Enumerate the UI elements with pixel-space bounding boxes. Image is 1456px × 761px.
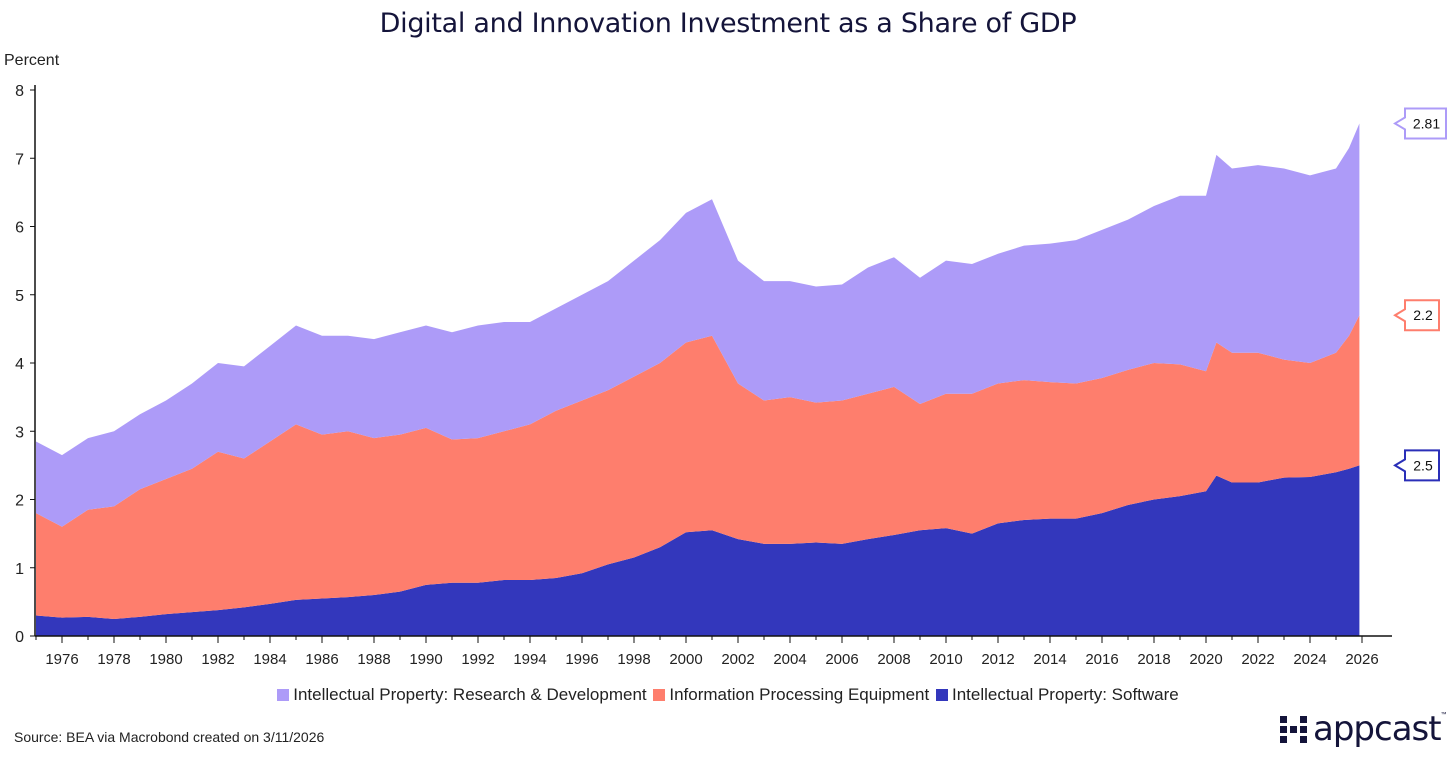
x-tick-label: 1976 [45,651,78,668]
legend-label: Intellectual Property: Research & Develo… [293,685,647,704]
x-tick-label: 2026 [1345,651,1378,668]
x-tick-label: 2004 [773,651,806,668]
area-information-processing-equipment [36,315,1360,619]
end-label-box [1393,449,1440,482]
x-tick-label: 1990 [409,651,442,668]
x-tick-label: 1982 [201,651,234,668]
area-intellectual-property-research-development [36,123,1360,527]
x-tick-label: 2014 [1033,651,1066,668]
logo-trademark: ™ [1440,712,1447,718]
x-tick-label: 2012 [981,651,1014,668]
x-tick-label: 1978 [97,651,130,668]
end-label-box [1393,107,1447,140]
x-tick-label: 2008 [877,651,910,668]
legend-swatch-rd [277,689,290,701]
legend-item-ipe: Information Processing Equipment [653,685,929,705]
y-tick-label: 1 [15,561,24,578]
x-tick-label: 2000 [669,651,702,668]
x-tick-label: 1992 [461,651,494,668]
y-tick-label: 7 [15,151,24,168]
legend-item-software: Intellectual Property: Software [935,685,1179,705]
end-label-box [1393,299,1440,332]
appcast-logo: appcast ™ [1280,712,1447,746]
y-axis-label: Percent [4,52,60,69]
x-tick-label: 1996 [565,651,598,668]
legend-label: Intellectual Property: Software [951,685,1179,704]
x-tick-label: 2020 [1189,651,1222,668]
x-tick-label: 2002 [721,651,754,668]
legend-swatch-software [935,689,948,701]
legend-item-rd: Intellectual Property: Research & Develo… [277,685,647,705]
x-tick-label: 1988 [357,651,390,668]
y-tick-label: 2 [15,493,24,510]
logo-text: appcast [1313,709,1442,749]
legend-label: Information Processing Equipment [669,685,930,704]
x-tick-label: 1998 [617,651,650,668]
x-tick-label: 2018 [1137,651,1170,668]
end-label-value: 2.2 [1413,307,1433,323]
x-tick-label: 1984 [253,651,286,668]
x-tick-label: 2022 [1241,651,1274,668]
y-tick-label: 5 [15,288,24,305]
x-tick-label: 1980 [149,651,182,668]
chart-title: Digital and Innovation Investment as a S… [379,8,1077,39]
end-label-value: 2.81 [1413,115,1440,131]
area-intellectual-property-software [36,465,1360,636]
legend: Intellectual Property: Research & Develo… [0,685,1456,705]
logo-grid-icon [1280,715,1307,743]
end-label-value: 2.5 [1413,457,1433,473]
x-tick-label: 1994 [513,651,546,668]
y-tick-label: 6 [15,220,24,237]
x-tick-label: 2006 [825,651,858,668]
y-tick-label: 0 [15,629,24,646]
x-tick-label: 2024 [1293,651,1326,668]
source-note: Source: BEA via Macrobond created on 3/1… [14,729,325,745]
y-tick-label: 3 [15,424,24,441]
x-tick-label: 1986 [305,651,338,668]
x-tick-label: 2016 [1085,651,1118,668]
y-tick-label: 8 [15,83,24,100]
y-tick-label: 4 [15,356,24,373]
x-tick-label: 2010 [929,651,962,668]
legend-swatch-ipe [653,689,666,701]
